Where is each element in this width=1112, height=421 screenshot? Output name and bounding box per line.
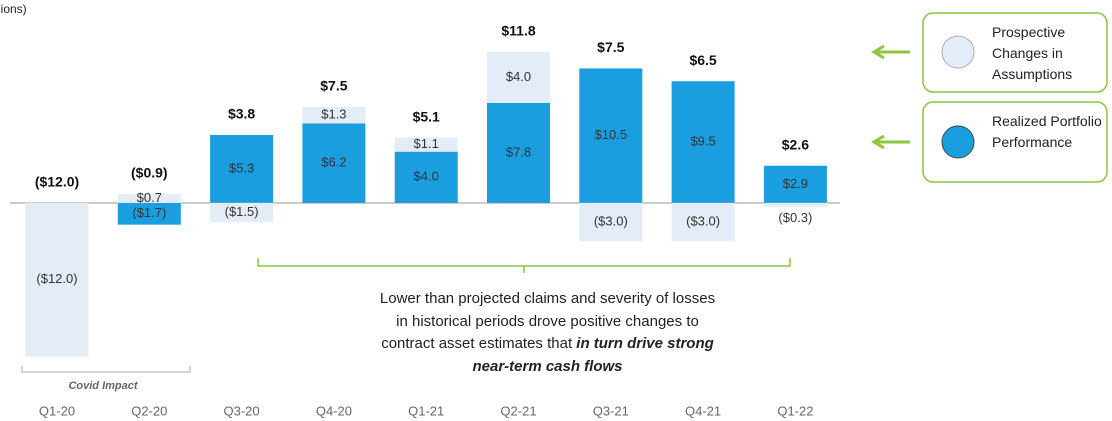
bar-segment bbox=[210, 202, 274, 223]
legend-box bbox=[922, 12, 1108, 93]
total-label: $2.6 bbox=[782, 136, 809, 152]
bar-segment bbox=[302, 123, 366, 203]
note: Lower than projected claims and severity… bbox=[375, 288, 720, 378]
x-tick-label: Q2-20 bbox=[131, 403, 167, 418]
data-label: $9.5 bbox=[690, 134, 715, 149]
bar-segment bbox=[25, 202, 89, 357]
data-label: $4.0 bbox=[506, 69, 531, 84]
legend bbox=[871, 12, 1108, 183]
bar-segment bbox=[487, 103, 550, 203]
legend-swatch bbox=[941, 125, 975, 159]
total-label: $7.5 bbox=[320, 78, 347, 94]
legend-swatch bbox=[941, 35, 975, 69]
data-label: $1.3 bbox=[321, 107, 346, 122]
bar-segment bbox=[671, 202, 735, 242]
data-label: $4.0 bbox=[414, 169, 439, 184]
covid-label: Covid Impact bbox=[68, 380, 138, 392]
bar-segment bbox=[302, 106, 366, 124]
legend-box bbox=[922, 101, 1108, 183]
x-tick-label: Q3-20 bbox=[224, 403, 260, 418]
total-label: $3.8 bbox=[228, 106, 255, 122]
bar-segment bbox=[487, 51, 550, 104]
x-tick-label: Q1-21 bbox=[408, 403, 444, 418]
x-tick-label: Q2-21 bbox=[500, 403, 536, 418]
bar-segment bbox=[671, 81, 735, 203]
legend-label: Realized Portfolio Performance bbox=[992, 113, 1102, 150]
note-bracket bbox=[257, 258, 791, 273]
legend-label: Prospective Changes in Assumptions bbox=[992, 24, 1073, 82]
data-label: $6.2 bbox=[321, 155, 346, 170]
x-tick-label: Q3-21 bbox=[593, 403, 629, 418]
bar-segment bbox=[117, 202, 181, 225]
data-label: ($3.0) bbox=[594, 214, 628, 229]
data-label: ($3.0) bbox=[686, 214, 720, 229]
y-label: lions) bbox=[0, 2, 27, 16]
data-label: $5.3 bbox=[229, 160, 254, 175]
data-label: $2.9 bbox=[783, 176, 808, 191]
total-label: $11.8 bbox=[501, 22, 535, 38]
total-label: $7.5 bbox=[597, 39, 624, 55]
bar-segment bbox=[394, 151, 458, 203]
total-label: $5.1 bbox=[413, 108, 440, 124]
data-label: $0.7 bbox=[137, 190, 162, 205]
total-label: $6.5 bbox=[689, 52, 716, 68]
bar-segment bbox=[579, 68, 643, 203]
data-label: ($0.3) bbox=[778, 210, 812, 225]
bar-segment bbox=[394, 137, 458, 152]
x-tick-label: Q1-20 bbox=[39, 403, 75, 418]
data-label: ($1.7) bbox=[132, 205, 166, 220]
data-label: $10.5 bbox=[595, 127, 628, 142]
bar-segment bbox=[579, 202, 643, 242]
total-label: ($0.9) bbox=[131, 165, 168, 181]
data-label: ($12.0) bbox=[36, 271, 77, 286]
x-tick-label: Q4-20 bbox=[316, 403, 352, 418]
data-label: ($1.5) bbox=[225, 204, 259, 219]
note-emphasis: in turn drive strong near-term cash flow… bbox=[472, 335, 714, 375]
bar-segment bbox=[117, 193, 181, 203]
data-label: $1.1 bbox=[414, 136, 439, 151]
total-label: ($12.0) bbox=[35, 174, 79, 190]
x-tick-label: Q1-22 bbox=[777, 403, 813, 418]
x-tick-label: Q4-21 bbox=[685, 403, 721, 418]
covid-bracket bbox=[21, 366, 191, 373]
legend-arrow bbox=[871, 44, 910, 150]
bar-segment bbox=[763, 202, 827, 207]
note-text: Lower than projected claims and severity… bbox=[379, 290, 716, 352]
bar-segment bbox=[210, 135, 274, 203]
data-label: $7.8 bbox=[506, 144, 531, 159]
bar-segment bbox=[763, 165, 827, 203]
